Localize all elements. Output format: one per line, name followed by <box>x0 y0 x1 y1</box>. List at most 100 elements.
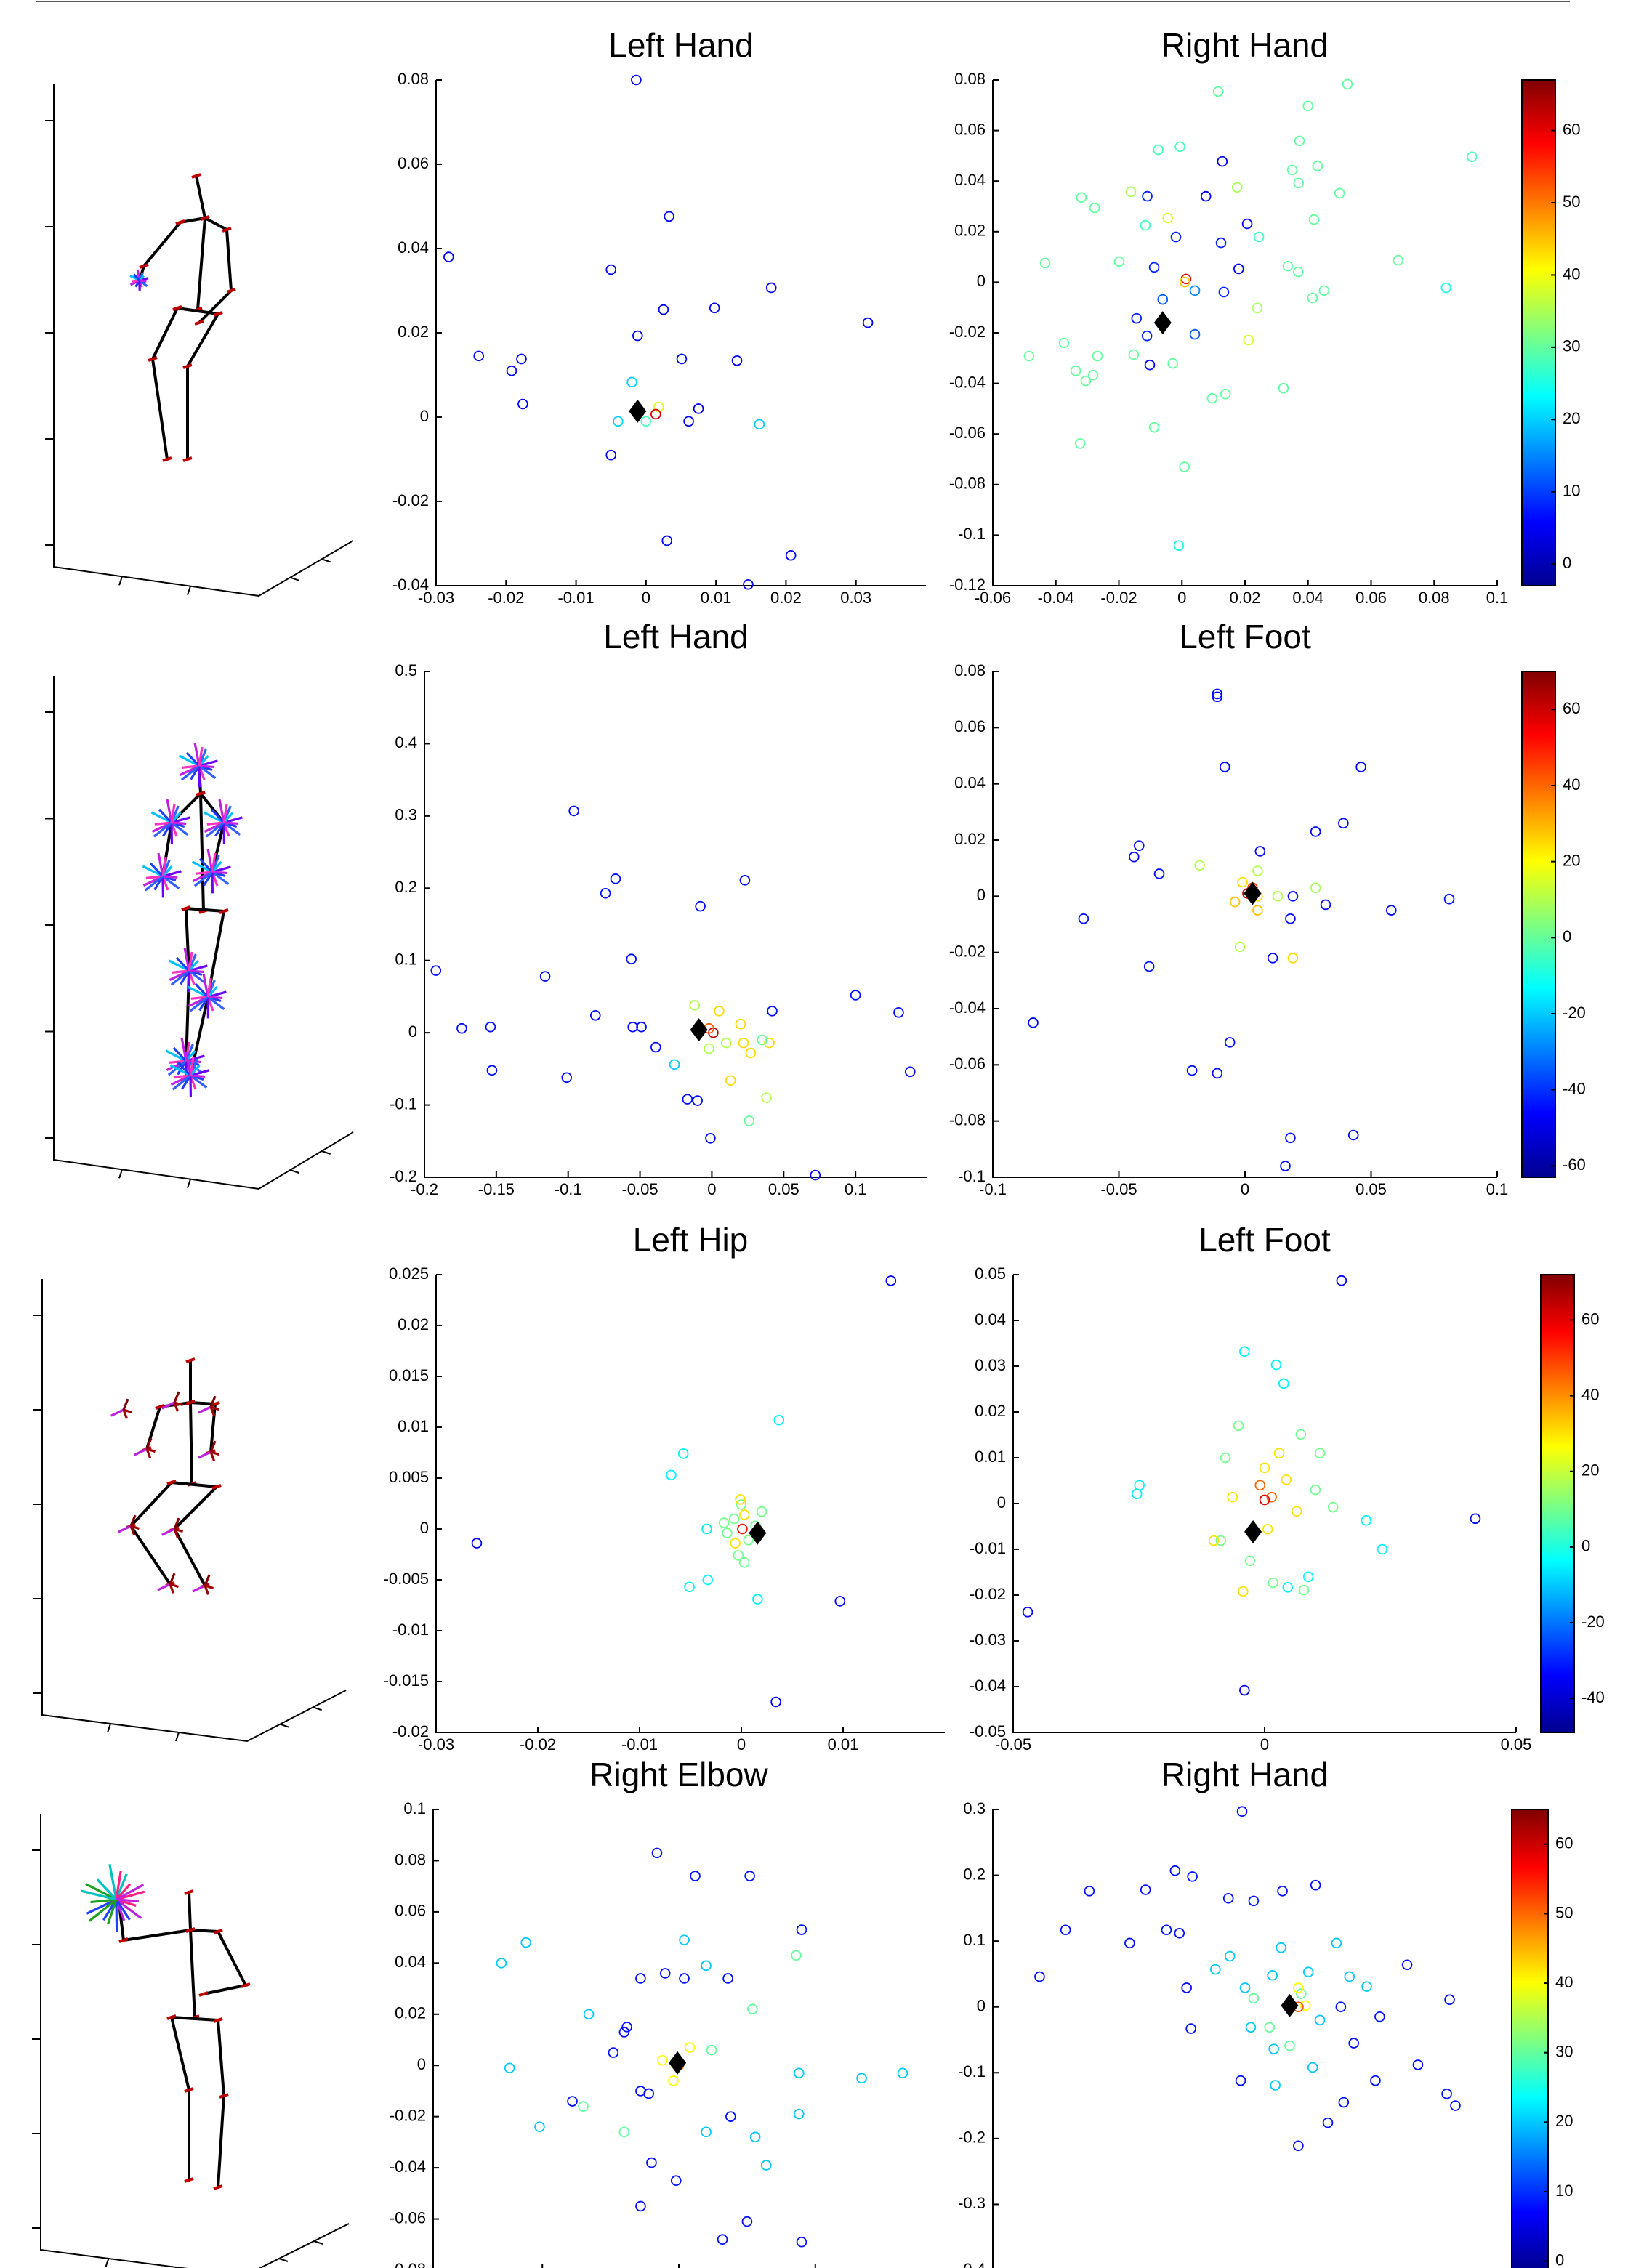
y-tick-label: 0.02 <box>395 2004 426 2022</box>
y-tick-label: 0 <box>977 886 986 904</box>
y-tick-label: 0.08 <box>395 1850 426 1868</box>
sample-point <box>1294 135 1305 147</box>
axis-3d-tick <box>313 2240 323 2245</box>
sample-point <box>1377 1543 1388 1555</box>
colorbar-tick-label: 20 <box>1581 1461 1599 1480</box>
sample-point <box>1133 840 1145 852</box>
y-tick-label: 0.2 <box>963 1865 986 1883</box>
variation-ray <box>202 973 209 998</box>
sample-point <box>747 2003 758 2015</box>
variation-ray <box>195 871 213 875</box>
axis-3d-tick <box>107 1723 111 1733</box>
sample-point <box>1273 1448 1285 1458</box>
variation-ray <box>185 751 201 767</box>
variation-ray <box>205 821 225 838</box>
sample-point <box>1113 256 1125 267</box>
sample-point <box>1467 151 1478 163</box>
skeleton-bone <box>189 1401 193 1485</box>
variation-ray <box>172 969 190 974</box>
x-tick-label: -0.01 <box>557 589 594 607</box>
sample-point <box>744 1115 755 1126</box>
axis-line <box>992 1809 994 2268</box>
skeleton-bone <box>185 907 225 913</box>
sample-point <box>1212 688 1223 700</box>
sample-point <box>661 535 673 546</box>
variation-ray <box>157 852 164 877</box>
sample-point <box>677 1448 689 1459</box>
variation-ray <box>222 803 228 823</box>
joint-marker <box>213 2017 223 2023</box>
y-tick-label: 0.02 <box>954 830 986 848</box>
sample-point <box>1287 953 1299 964</box>
sample-point <box>1076 192 1087 203</box>
skeleton-bone <box>196 217 206 311</box>
sample-point <box>684 1581 695 1593</box>
y-tick-label: 0.3 <box>395 806 417 824</box>
variation-ray <box>198 1450 211 1459</box>
x-tick-label: 0.03 <box>840 589 871 607</box>
joint-marker <box>185 1400 196 1405</box>
y-tick-label: -0.08 <box>949 475 986 493</box>
sample-point <box>1220 388 1231 400</box>
y-tick-label: -0.01 <box>392 1621 429 1639</box>
colorbar <box>1521 671 1556 1178</box>
sample-point <box>561 1072 573 1083</box>
variation-ray <box>81 1889 117 1901</box>
sample-point <box>1129 851 1140 863</box>
y-tick-label: 0.01 <box>398 1417 429 1435</box>
sample-point <box>1161 1924 1172 1936</box>
sample-point <box>737 1523 748 1535</box>
sample-point <box>728 1513 740 1525</box>
sample-point <box>1074 438 1086 449</box>
sample-point <box>1254 1480 1266 1491</box>
axis-3d-tick <box>118 1169 123 1179</box>
variation-ray <box>173 1402 180 1412</box>
sample-point <box>689 1000 701 1011</box>
x-tick-label: 0 <box>707 1180 716 1198</box>
sample-point <box>773 1414 785 1426</box>
y-tick-label: 0.04 <box>954 773 986 791</box>
variation-ray <box>161 857 167 877</box>
sample-point <box>1276 1942 1286 1953</box>
variation-ray <box>222 811 234 824</box>
colorbar <box>1521 79 1556 586</box>
y-tick-label: -0.08 <box>949 1110 986 1129</box>
sample-point <box>1310 1879 1321 1891</box>
joint-marker <box>211 1484 222 1490</box>
sample-point <box>1219 762 1230 772</box>
joint-marker <box>175 219 185 225</box>
sample-point <box>1200 190 1212 202</box>
sample-point <box>605 449 617 461</box>
y-tick-label: -0.08 <box>390 2260 426 2268</box>
sample-point <box>1237 1586 1249 1597</box>
sample-point <box>785 549 797 561</box>
sample-point <box>1208 1535 1220 1546</box>
sample-point <box>626 376 637 388</box>
sample-point <box>1270 2080 1281 2091</box>
sample-point <box>1335 2001 1347 2013</box>
variation-ray <box>116 1898 139 1902</box>
sample-point <box>1239 1346 1250 1357</box>
colorbar-tick-label: -40 <box>1563 1079 1586 1097</box>
sample-point <box>1058 337 1070 349</box>
y-tick-label: 0.04 <box>975 1310 1006 1328</box>
sample-point <box>1254 846 1266 857</box>
sample-point <box>1293 2140 1304 2152</box>
sample-point <box>725 1075 736 1086</box>
y-tick-label: 0.5 <box>395 661 417 679</box>
colorbar-tick-label: 30 <box>1563 337 1580 355</box>
sample-point <box>568 805 579 817</box>
joint-marker <box>162 456 172 462</box>
sample-point <box>1293 1982 1304 1993</box>
sample-point <box>1361 1515 1372 1526</box>
y-tick-label: -0.06 <box>949 1054 986 1073</box>
variation-ray <box>209 1451 216 1461</box>
variation-ray <box>134 1448 148 1456</box>
sample-point <box>1237 876 1248 888</box>
axis-3d-tick <box>105 2258 110 2268</box>
sample-point <box>1224 1037 1236 1048</box>
sample-point <box>1084 1886 1095 1897</box>
y-tick-label: -0.04 <box>390 2158 426 2176</box>
sample-point <box>770 1696 781 1708</box>
